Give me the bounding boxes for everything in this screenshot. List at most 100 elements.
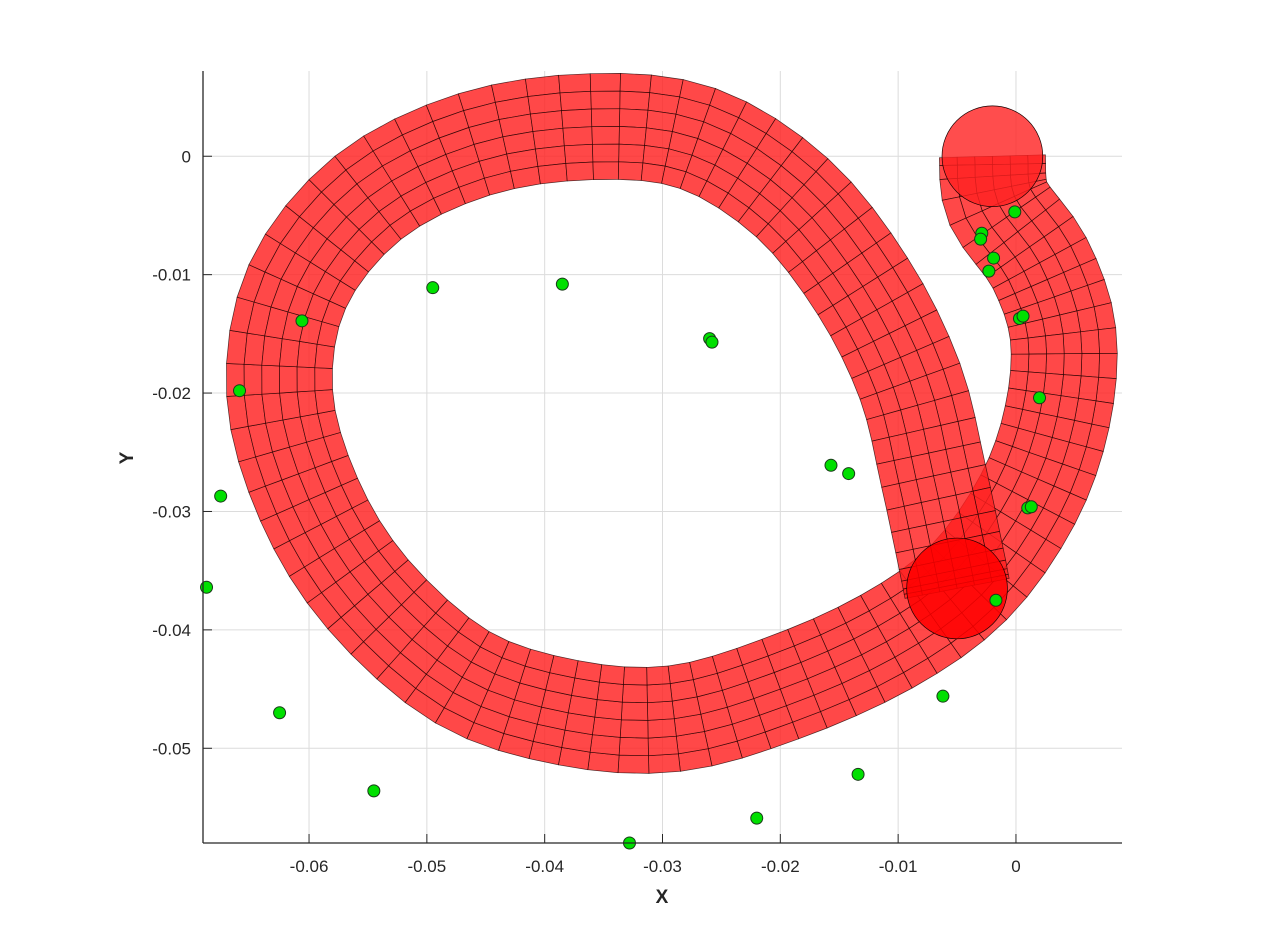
data-point — [1024, 500, 1038, 514]
tube-facet — [623, 666, 648, 686]
tube-facet — [1062, 331, 1083, 355]
tube-facet — [243, 332, 266, 366]
tube-facet — [617, 754, 650, 774]
y-tick-label: -0.05 — [152, 739, 191, 758]
tube-facet — [1080, 329, 1100, 354]
tube-facet — [1043, 372, 1064, 397]
tube-surface — [226, 73, 1118, 774]
tube-facet — [592, 716, 622, 738]
tube-facet — [243, 363, 263, 396]
data-point — [989, 593, 1003, 607]
x-tick-label: -0.03 — [643, 857, 682, 876]
tube-facet — [574, 660, 603, 683]
data-point — [295, 314, 309, 328]
tube-facet — [618, 126, 647, 146]
data-point — [974, 232, 988, 246]
tube-facet — [646, 683, 673, 704]
data-point — [367, 784, 381, 798]
tube-facet — [537, 163, 568, 185]
tube-facet — [619, 73, 652, 93]
tube-facet — [621, 684, 648, 704]
tube-facet — [296, 340, 318, 369]
tube-facet — [1063, 353, 1083, 377]
tube-facet — [559, 90, 592, 111]
tube-facet — [314, 367, 333, 392]
tube-facet — [562, 126, 593, 147]
x-tick-label: -0.05 — [407, 857, 446, 876]
tube-facet — [561, 108, 593, 129]
tube-facet — [891, 528, 914, 554]
tube-facet — [261, 364, 280, 395]
x-tick-label: 0 — [1011, 857, 1020, 876]
tube-facet — [1045, 353, 1065, 375]
x-tick-label: -0.06 — [290, 857, 329, 876]
tube-facet — [647, 718, 677, 739]
tube-facet — [619, 90, 651, 111]
tube-facet — [279, 365, 298, 394]
tube-facet — [646, 665, 671, 686]
data-point — [200, 580, 214, 594]
y-tick-label: 0 — [182, 147, 191, 166]
tube-facet — [226, 329, 248, 365]
tube-facet — [1008, 370, 1029, 391]
tube-facet — [591, 126, 620, 145]
y-tick-label: -0.02 — [152, 384, 191, 403]
tube-facet — [619, 108, 649, 129]
tube-facet — [589, 734, 621, 756]
tube-facet — [1045, 333, 1065, 355]
axes — [202, 71, 1122, 844]
tube-facet — [592, 143, 620, 163]
tube-facet — [314, 389, 336, 415]
data-point — [705, 335, 719, 349]
tube-facet — [1027, 353, 1047, 374]
tube-facet — [261, 392, 284, 424]
tube-facet — [618, 737, 649, 757]
tube-facet — [618, 143, 645, 164]
tube-facet — [617, 161, 644, 181]
data-point — [1033, 391, 1047, 405]
tube-facet — [314, 343, 335, 369]
tube-facet — [1010, 337, 1030, 355]
tube-end-cap — [941, 105, 1044, 207]
data-point — [1016, 309, 1030, 323]
tube-facet — [1097, 327, 1118, 354]
tube-facet — [619, 719, 649, 739]
tube-facet — [647, 735, 679, 757]
tube-facet — [590, 90, 621, 110]
tube-facet — [1078, 375, 1100, 402]
tube-facet — [535, 145, 567, 167]
tube-facet — [1095, 376, 1117, 404]
tube-facet — [558, 73, 592, 94]
x-axis-label: X — [656, 887, 669, 908]
x-tick-label: -0.04 — [525, 857, 564, 876]
data-point — [214, 489, 228, 503]
tick-labels: -0.06 -0.05 -0.04 -0.03 -0.02 -0.01 0 0 -0.01 -0.… — [152, 147, 1020, 876]
tube-facet — [1060, 374, 1082, 399]
data-point — [233, 384, 247, 398]
data-point — [1008, 205, 1022, 219]
y-axis-label: Y — [117, 451, 138, 464]
data-point — [273, 706, 287, 720]
data-point — [426, 281, 440, 295]
data-point — [824, 458, 838, 472]
data-point — [555, 277, 569, 291]
tube-facet — [565, 161, 594, 182]
tube-facet — [596, 681, 624, 703]
tube-facet — [648, 753, 681, 774]
tube-facet — [1042, 314, 1064, 337]
tube-facet — [261, 335, 283, 367]
tube-facet — [642, 145, 670, 167]
tube-facet — [594, 699, 623, 721]
tube-facet — [1010, 353, 1030, 373]
tube-facet — [279, 391, 301, 421]
y-tick-label: -0.04 — [152, 621, 191, 640]
tube-facet — [667, 661, 694, 685]
tube-facet — [620, 701, 649, 721]
tube-end-cap — [906, 537, 1008, 640]
tube-facet — [592, 161, 620, 180]
tube-facet — [1080, 353, 1100, 378]
data-point — [750, 811, 764, 825]
tube-facet — [1027, 335, 1047, 355]
tube-facet — [563, 143, 594, 164]
